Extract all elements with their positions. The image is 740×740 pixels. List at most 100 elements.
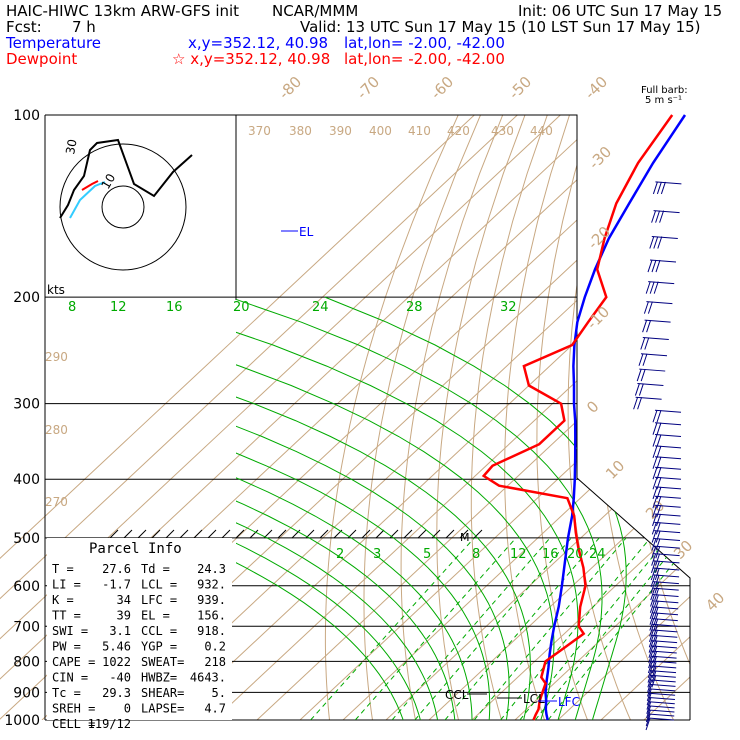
temperature-location: x,y=352.12, 40.98 [188,34,329,52]
hatch-mark [109,529,119,539]
moist-adiabat [236,296,456,720]
mixing-label-lower: 24 [589,547,606,562]
wind-barb-staff [653,545,680,549]
wind-barb-flag [647,660,653,674]
wind-barb-staff [654,476,682,480]
wind-barb-flag [646,693,652,706]
mixing-label-upper: 24 [312,300,329,315]
theta-label: 420 [447,124,470,138]
dry-adiabat [597,115,674,720]
parcel-value: 27.6 [102,562,131,576]
pressure-label-200: 200 [13,290,40,306]
wind-barb-flag [656,434,662,447]
wind-barb-flag [648,635,654,648]
parcel-value: 1022 [102,655,131,669]
parcel-value: 24.3 [197,562,226,576]
wind-barb-flag [645,709,651,723]
theta-label: 440 [530,124,553,138]
hodograph-shear [81,180,99,191]
parcel-value: 918. [197,624,226,638]
wind-barb-flag [647,259,653,273]
hatch-mark [291,529,301,539]
wind-barb-staff [648,705,675,709]
profile-curves: EL LCL LFC CCL M [281,114,687,721]
wind-barb-flag [634,383,640,396]
barb-note-units: 5 m s⁻¹ [645,95,682,106]
parcel-key: CIN = [52,671,88,685]
mixing-label-lower: 3 [373,547,381,562]
parcel-key: LFC = [141,593,177,607]
temperature-line [544,114,687,721]
mixing-ratio-line [391,537,551,720]
isotherm-line [557,115,690,720]
mixing-ratio-layer [236,296,690,720]
dry-adiabat [324,115,459,720]
wind-barb-flag [651,522,657,535]
wind-barb-flag [646,705,652,719]
isotherm-label: -20 [584,223,614,253]
wind-barb-flag [654,560,660,574]
wind-barb-staff [654,486,682,490]
wind-barb-flag [654,594,660,607]
isotherm-label: -70 [353,73,383,103]
pressure-label-500: 500 [13,531,40,547]
hatch-mark [249,529,259,539]
theta-label: 270 [45,495,68,509]
wind-barb-flag [653,281,659,294]
wind-barb-staff [648,701,675,705]
wind-barb-flag [638,353,644,366]
hatch-mark [361,529,371,539]
dry-adiabat [470,115,548,720]
wind-barb-flag [654,574,660,588]
wind-barb-flag [660,181,666,195]
wind-barb-staff [651,629,678,633]
wind-barb-flag [652,422,658,435]
parcel-key: T = [52,562,74,576]
hatch-mark [137,529,147,539]
wind-barb-flag [652,456,658,469]
wind-barb-flag [656,445,662,459]
isotherm-label: -40 [581,73,611,103]
hatch-mark [403,529,413,539]
moist-adiabat [236,296,579,720]
ccl-label: CCL [445,688,469,702]
wind-barb-staff [646,301,673,305]
wind-barb-flag [650,567,656,581]
isotherm-label: -80 [275,73,305,103]
wind-barb-staff [653,574,680,578]
wind-barb-flag [651,259,657,273]
wind-barb-flag [655,522,661,535]
hatch-mark [319,529,329,539]
wind-barb-flag [642,353,648,366]
parcel-value: 932. [197,578,226,592]
isotherm-label: 40 [702,589,728,615]
wind-barb-staff [652,606,679,610]
parcel-key: HWBZ= [141,671,177,685]
theta-label: 290 [45,350,68,364]
theta-label: 370 [248,124,271,138]
wind-barb-flag [651,553,657,566]
hodograph-storm-motion [69,181,106,219]
wind-barb-flag [640,368,646,382]
isotherm-line [0,115,561,720]
hatch-mark [193,529,203,539]
hatch-mark [123,529,133,539]
wind-barb-staff [648,281,675,285]
wind-barb-staff [651,623,678,627]
wind-barb-staff [651,640,678,644]
wind-barb-flag [645,713,651,727]
isotherm-line [600,115,690,720]
lcl-label: LCL [523,692,545,706]
mixing-label-upper: 28 [406,300,423,315]
isotherm-label: -10 [583,303,613,333]
wind-barb-staff [649,259,677,263]
parcel-value: 218 [204,655,226,669]
wind-barb-staff [639,368,666,372]
wind-barb-staff [654,513,681,517]
wind-barb-flag [656,513,661,527]
wind-barb-flag [659,210,665,223]
theta-label: 410 [408,124,431,138]
isotherm-line [471,115,690,720]
dry-adiabat [363,115,481,720]
